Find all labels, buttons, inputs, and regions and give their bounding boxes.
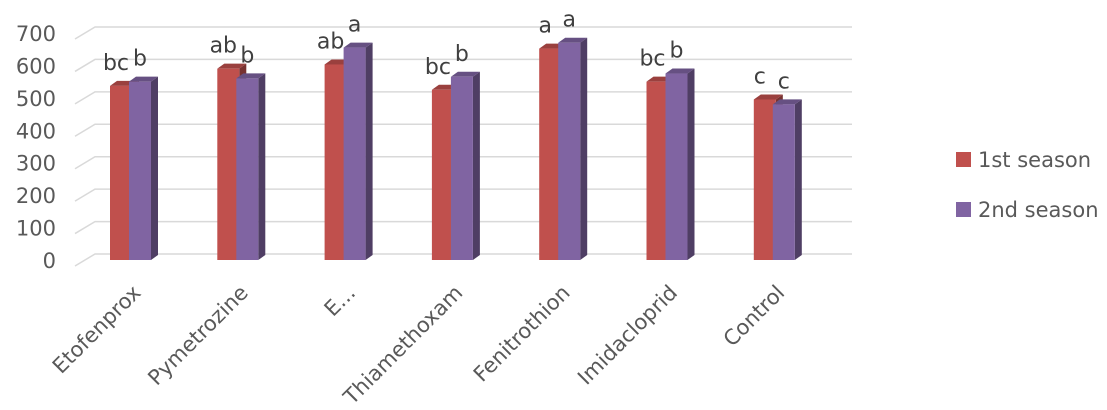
category-label: E... <box>320 281 361 322</box>
significance-label: b <box>670 39 684 64</box>
significance-label: ab <box>317 29 344 54</box>
gridline <box>74 91 852 105</box>
significance-label: a <box>348 13 361 38</box>
bars <box>110 37 802 261</box>
category-label: Pymetrozine <box>143 281 252 390</box>
category-label: Imidacloprid <box>573 281 682 390</box>
significance-label: ab <box>210 34 237 59</box>
bar <box>129 76 158 261</box>
bar <box>450 71 480 261</box>
y-tick-label: 100 <box>16 217 56 241</box>
significance-label: b <box>133 47 147 72</box>
legend-label: 2nd season <box>978 198 1099 222</box>
legend-item: 2nd season <box>956 198 1099 222</box>
y-tick-label: 200 <box>16 184 56 208</box>
significance-label: bc <box>103 51 129 76</box>
legend-swatch <box>956 152 971 167</box>
category-label: Fenitrothion <box>469 281 575 387</box>
gridline <box>74 155 852 170</box>
y-tick-label: 300 <box>16 152 56 176</box>
gridline <box>74 188 852 202</box>
y-tick-label: 600 <box>16 54 56 78</box>
legend-swatch <box>956 202 971 217</box>
legend-label: 1st season <box>978 148 1091 172</box>
gridline <box>74 123 852 137</box>
gridline <box>74 220 852 235</box>
category-label: Etofenprox <box>48 281 146 379</box>
y-tick-label: 0 <box>43 249 56 273</box>
legend: 1st season 2nd season <box>956 148 1099 222</box>
significance-label: c <box>754 64 766 89</box>
y-tick-label: 500 <box>16 87 56 111</box>
significance-label: b <box>455 42 469 67</box>
gridline <box>74 253 852 267</box>
bar <box>343 42 373 260</box>
y-axis-ticks: 0 100 200 300 400 500 600 700 <box>16 22 56 273</box>
y-tick-label: 700 <box>16 22 56 46</box>
bar <box>236 73 266 261</box>
category-label: Control <box>719 281 790 352</box>
gridline <box>74 26 852 40</box>
significance-label: a <box>562 8 575 33</box>
significance-label: b <box>240 43 254 68</box>
bar <box>665 68 695 261</box>
significance-label: a <box>538 14 551 39</box>
significance-label: bc <box>639 47 665 72</box>
significance-label: c <box>778 69 790 94</box>
gridlines <box>74 26 852 267</box>
y-tick-label: 400 <box>16 119 56 143</box>
bar <box>558 37 588 260</box>
bar <box>772 99 802 260</box>
legend-item: 1st season <box>956 148 1091 172</box>
gridline <box>74 58 852 73</box>
significance-label: bc <box>425 55 451 80</box>
